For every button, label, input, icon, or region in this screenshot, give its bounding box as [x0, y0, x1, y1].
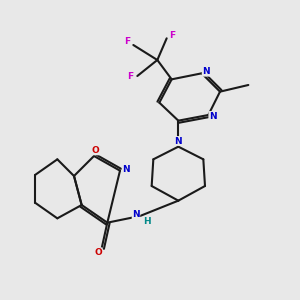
Text: F: F — [127, 72, 133, 81]
Text: O: O — [92, 146, 100, 155]
Text: F: F — [124, 37, 130, 46]
Text: N: N — [122, 164, 130, 173]
Text: O: O — [94, 248, 102, 257]
Text: N: N — [132, 210, 140, 219]
Text: F: F — [169, 31, 176, 40]
Text: N: N — [174, 136, 182, 146]
Text: N: N — [202, 67, 210, 76]
Text: H: H — [143, 218, 151, 226]
Text: N: N — [209, 112, 217, 121]
